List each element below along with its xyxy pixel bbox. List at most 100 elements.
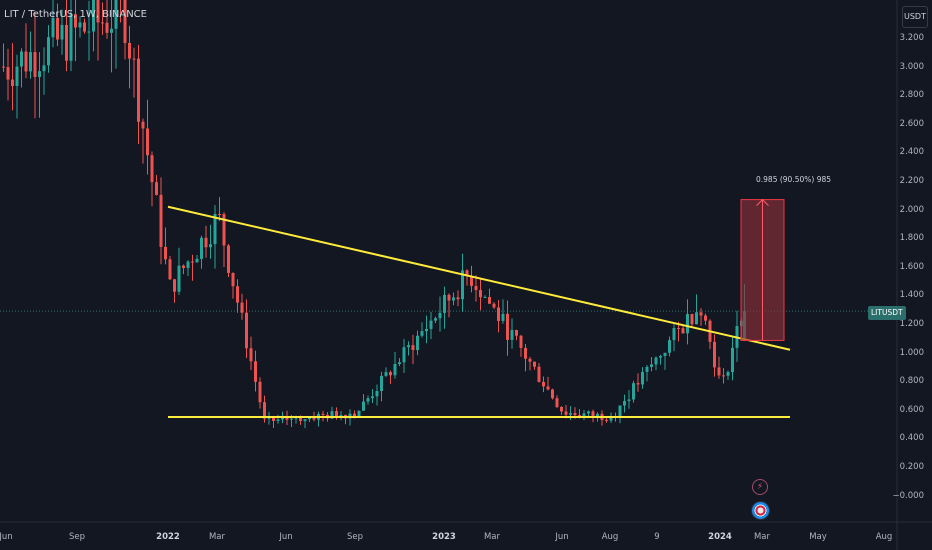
- candle-body: [263, 402, 266, 419]
- candle-body: [641, 371, 644, 385]
- price-tick-label: 2.000: [899, 204, 924, 215]
- candle-body: [141, 121, 145, 129]
- candle-body: [254, 361, 257, 382]
- candle-body: [371, 396, 374, 399]
- candle-body: [681, 328, 685, 334]
- candle-body: [65, 24, 68, 61]
- candle-body: [438, 312, 442, 319]
- bolt-icon[interactable]: ⚡: [752, 479, 768, 495]
- candle-body: [209, 244, 212, 248]
- candle-body: [546, 386, 550, 390]
- price-range-arrowhead: [756, 198, 769, 206]
- candle-body: [519, 335, 523, 348]
- candle-body: [654, 357, 658, 365]
- candle-body: [564, 411, 568, 415]
- price-tick-label: 1.400: [899, 290, 924, 301]
- candle-body: [33, 52, 37, 77]
- candle-body: [398, 362, 401, 365]
- candle-body: [492, 303, 496, 308]
- candle-body: [434, 318, 437, 321]
- candle-body: [609, 418, 613, 421]
- candle-body: [78, 22, 82, 28]
- time-tick-label: Jun: [555, 532, 569, 542]
- candle-body: [627, 399, 631, 402]
- candle-body: [506, 313, 509, 340]
- price-tick-label: 2.600: [899, 118, 924, 129]
- candle-body: [636, 383, 640, 385]
- candle-body: [168, 259, 172, 280]
- candle-body: [524, 347, 527, 359]
- flag-icon[interactable]: [751, 501, 770, 520]
- candle-body: [42, 65, 46, 72]
- candle-body: [83, 22, 86, 32]
- candle-body: [87, 31, 91, 33]
- candle-body: [249, 348, 253, 362]
- time-tick-label: Sep: [346, 532, 364, 542]
- candle-body: [15, 66, 19, 86]
- candle-body: [650, 364, 653, 367]
- candle-body: [186, 261, 190, 268]
- price-tick-label: 0.600: [899, 404, 924, 415]
- time-tick-label: 9: [654, 532, 660, 542]
- candle-body: [663, 352, 667, 357]
- candle-body: [2, 66, 5, 68]
- candle-body: [38, 71, 41, 77]
- candle-body: [159, 194, 163, 247]
- candle-body: [240, 302, 244, 313]
- candle-body: [200, 237, 203, 259]
- currency-unit-button[interactable]: USDT: [902, 6, 928, 28]
- candle-body: [321, 413, 325, 415]
- candle-body: [69, 14, 73, 61]
- time-tick-label: Sep: [68, 532, 86, 542]
- time-tick-label: Jun: [0, 532, 13, 542]
- candle-body: [659, 356, 662, 358]
- candle-body: [537, 366, 541, 382]
- candle-body: [92, 0, 95, 32]
- price-tick-label: 3.200: [899, 33, 924, 43]
- chart-title: LIT / TetherUS, 1W, BINANCE: [4, 9, 147, 20]
- candle-body: [105, 22, 109, 33]
- candle-body: [177, 265, 181, 292]
- candle-body: [182, 265, 185, 268]
- candle-body: [384, 372, 388, 376]
- candle-body: [704, 315, 707, 321]
- price-tick-label: 1.800: [899, 233, 924, 244]
- candle-body: [303, 419, 307, 421]
- trendline: [167, 205, 791, 351]
- candle-body: [146, 128, 149, 156]
- candle-body: [375, 390, 379, 397]
- candle-body: [677, 328, 680, 330]
- candle-body: [569, 413, 572, 415]
- candle-body: [24, 51, 28, 72]
- candle-body: [465, 270, 469, 276]
- candle-body: [407, 345, 410, 348]
- candle-body: [420, 331, 424, 336]
- candle-body: [357, 410, 361, 417]
- candle-body: [447, 294, 451, 301]
- candle-body: [231, 272, 235, 287]
- candle-body: [110, 28, 113, 33]
- time-tick-label: 2022: [156, 532, 180, 542]
- candle-body: [483, 297, 487, 299]
- price-tick-label: 0.200: [899, 462, 924, 472]
- candle-body: [51, 17, 55, 38]
- price-tick-label: 2.800: [899, 90, 924, 101]
- candle-body: [222, 214, 226, 246]
- candle-body: [29, 52, 32, 72]
- candle-body: [474, 285, 478, 291]
- candle-body: [573, 413, 577, 416]
- time-tick-label: Aug: [601, 532, 619, 542]
- candle-body: [695, 312, 698, 325]
- candle-body: [362, 401, 365, 411]
- candle-body: [672, 328, 676, 341]
- candle-body: [11, 79, 14, 86]
- candle-body: [353, 413, 356, 417]
- candle-body: [411, 345, 415, 351]
- candle-body: [236, 286, 239, 303]
- candle-body: [443, 294, 446, 313]
- time-tick-label: Jun: [279, 532, 293, 542]
- candle-body: [366, 398, 370, 402]
- candle-body: [479, 290, 482, 298]
